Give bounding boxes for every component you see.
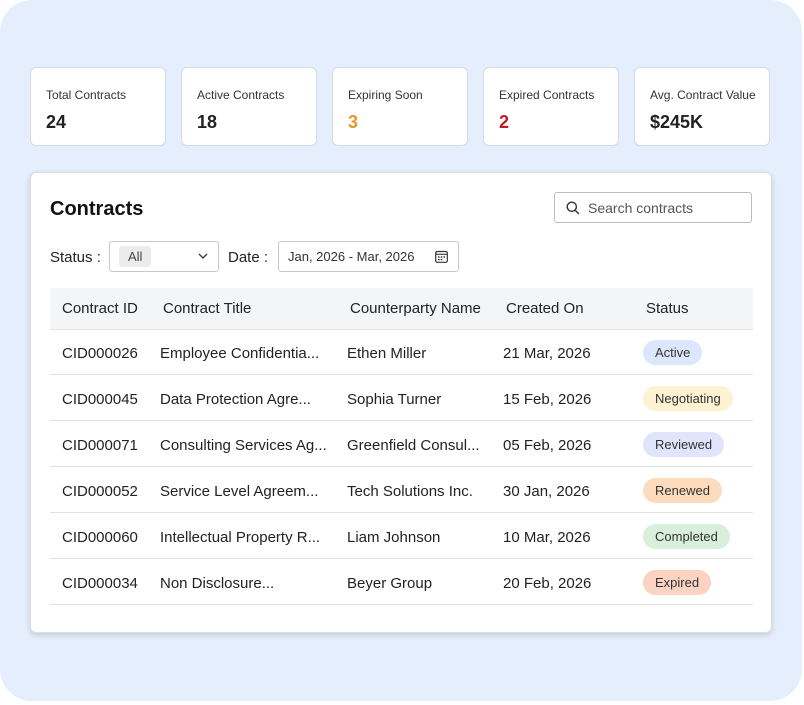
table-cell: 10 Mar, 2026: [503, 529, 591, 546]
stat-value: 3: [348, 112, 359, 132]
column-header: Counterparty Name: [350, 300, 481, 317]
table-cell: CID000026: [62, 345, 138, 362]
stat-value: $245K: [650, 112, 704, 132]
stat-label: Total Contracts: [46, 88, 127, 102]
stat-label: Expired Contracts: [499, 88, 595, 102]
stat-value: 2: [499, 112, 510, 132]
table-row[interactable]: CID000026 Employee Confidentia... Ethen Mi…: [50, 329, 753, 375]
table-cell: Consulting Services Ag...: [160, 437, 327, 454]
status-label: Status :: [50, 249, 101, 266]
search-box[interactable]: Search contracts: [554, 192, 752, 223]
table-cell: Intellectual Property R...: [160, 529, 321, 546]
table-cell: CID000060: [62, 529, 138, 546]
stat-value: 18: [197, 112, 218, 132]
table-cell: Non Disclosure...: [160, 575, 275, 592]
date-picker[interactable]: Jan, 2026 - Mar, 2026: [278, 241, 459, 272]
table-cell: CID000045: [62, 391, 138, 408]
status-select[interactable]: All: [109, 241, 219, 272]
table-cell: CID000052: [62, 483, 138, 500]
table-row[interactable]: CID000045 Data Protection Agre... Sophia T…: [50, 375, 753, 421]
stat-card: Avg. Contract Value $245K: [634, 67, 770, 146]
stat-card: Expired Contracts 2: [483, 67, 619, 146]
stat-label: Active Contracts: [197, 88, 285, 102]
table-cell: CID000071: [62, 437, 138, 454]
table-cell: 20 Feb, 2026: [503, 575, 592, 592]
stat-value: 24: [46, 112, 67, 132]
search-placeholder: Search contracts: [588, 200, 694, 216]
table-cell: Data Protection Agre...: [160, 391, 311, 408]
chevron-icon: [198, 253, 208, 259]
table-cell: Liam Johnson: [347, 529, 441, 546]
stat-card: Expiring Soon 3: [332, 67, 468, 146]
table-cell: Sophia Turner: [347, 391, 442, 408]
calendar-icon: [435, 250, 448, 263]
table-row[interactable]: CID000071 Consulting Services Ag... Greenf…: [50, 421, 753, 467]
column-header: Contract ID: [62, 300, 138, 317]
column-header: Status: [646, 300, 689, 317]
date-label: Date :: [228, 249, 269, 266]
status-value: All: [119, 246, 152, 267]
table-cell: CID000034: [62, 575, 138, 592]
status-badge: Completed: [643, 524, 730, 549]
status-badge: Renewed: [643, 478, 722, 503]
status-badge: Reviewed: [643, 432, 725, 457]
stat-card: Active Contracts 18: [181, 67, 317, 146]
table-row[interactable]: CID000060 Intellectual Property R... Liam …: [50, 513, 753, 559]
column-header: Created On: [506, 300, 584, 317]
card-title: Contracts: [50, 198, 144, 220]
table-cell: Employee Confidentia...: [160, 345, 320, 362]
stat-label: Expiring Soon: [348, 88, 423, 102]
table-cell: 21 Mar, 2026: [503, 345, 591, 362]
status-badge: Expired: [643, 570, 712, 595]
table-cell: Beyer Group: [347, 575, 433, 592]
table-cell: Ethen Miller: [347, 345, 427, 362]
table-header: Contract ID Contract Title Counterparty Na…: [50, 288, 753, 330]
contracts-card: Contracts Search contracts Status : All …: [30, 172, 772, 633]
stat-label: Avg. Contract Value: [650, 88, 756, 102]
table-row[interactable]: CID000052 Service Level Agreem... Tech Sol…: [50, 467, 753, 513]
stat-card: Total Contracts 24: [30, 67, 166, 146]
table-cell: 05 Feb, 2026: [503, 437, 592, 454]
table-cell: Service Level Agreem...: [160, 483, 319, 500]
table-cell: Greenfield Consul...: [347, 437, 480, 454]
table-cell: 15 Feb, 2026: [503, 391, 592, 408]
search-icon: [566, 201, 580, 215]
status-badge: Active: [643, 340, 703, 365]
table-cell: Tech Solutions Inc.: [347, 483, 473, 500]
column-header: Contract Title: [163, 300, 252, 317]
date-value: Jan, 2026 - Mar, 2026: [288, 249, 415, 264]
table-cell: 30 Jan, 2026: [503, 483, 590, 500]
status-badge: Negotiating: [643, 386, 733, 411]
table-row[interactable]: CID000034 Non Disclosure... Beyer Group 20 …: [50, 559, 753, 605]
